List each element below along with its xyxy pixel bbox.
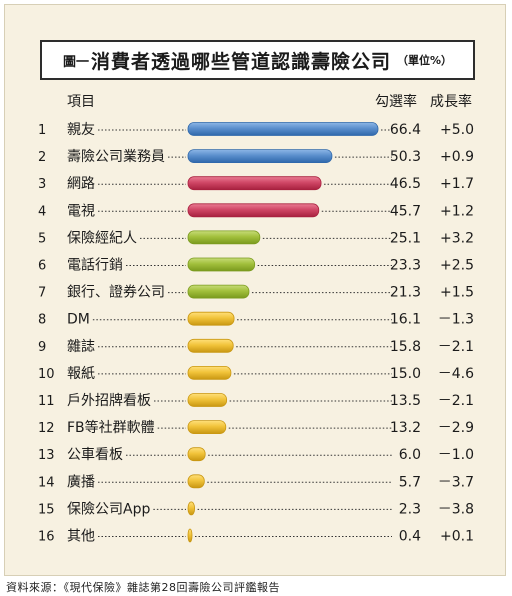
growth-label: －1.0 xyxy=(438,447,474,463)
value-label: 15.8 xyxy=(390,339,421,355)
source-note: 資料來源：《現代保險》雜誌第28回壽險公司評鑑報告 xyxy=(6,581,280,594)
rank-label: 11 xyxy=(38,394,55,409)
bar xyxy=(187,176,322,191)
category-label: 網路 xyxy=(67,176,95,192)
growth-label: －4.6 xyxy=(438,366,474,382)
category-label: FB等社群軟體 xyxy=(67,419,155,436)
category-label: 電視 xyxy=(67,203,95,219)
value-label: 0.4 xyxy=(399,529,421,545)
category-label: 公車看板 xyxy=(67,446,123,463)
growth-label: －2.1 xyxy=(438,339,474,355)
chart-title: 消費者透過哪些管道認識壽險公司 xyxy=(90,50,391,73)
bar xyxy=(187,284,250,299)
bar xyxy=(187,230,261,245)
category-label: 其他 xyxy=(67,529,95,545)
bar xyxy=(187,528,193,543)
bar xyxy=(187,420,227,435)
header-item: 項目 xyxy=(67,94,95,110)
rank-label: 1 xyxy=(38,123,46,138)
rank-label: 3 xyxy=(38,177,46,192)
chart-panel: 圖一 消費者透過哪些管道認識壽險公司 （單位%） xyxy=(4,4,506,576)
growth-label: +2.5 xyxy=(440,258,474,274)
category-label: 報紙 xyxy=(67,366,95,382)
growth-label: +3.2 xyxy=(440,230,474,246)
growth-label: +5.0 xyxy=(440,122,474,138)
bar xyxy=(187,311,235,326)
category-label: 保險經紀人 xyxy=(67,230,137,246)
bar xyxy=(187,365,232,380)
growth-label: +1.2 xyxy=(440,203,474,219)
category-label: 電話行銷 xyxy=(67,257,123,274)
value-label: 5.7 xyxy=(399,474,421,490)
value-label: 16.1 xyxy=(390,312,421,328)
rank-label: 5 xyxy=(38,231,46,246)
category-label: 親友 xyxy=(67,122,95,138)
chart-title-box: 圖一 消費者透過哪些管道認識壽險公司 （單位%） xyxy=(40,40,475,80)
value-label: 6.0 xyxy=(399,447,421,463)
rank-label: 12 xyxy=(38,421,55,436)
value-label: 66.4 xyxy=(390,122,421,138)
growth-label: －3.7 xyxy=(438,474,474,490)
rank-label: 13 xyxy=(38,448,55,463)
growth-label: +1.5 xyxy=(440,285,474,301)
category-label: 銀行、證券公司 xyxy=(67,284,165,301)
category-label: 保險公司App xyxy=(67,501,150,517)
rank-label: 16 xyxy=(38,530,55,545)
value-label: 13.5 xyxy=(390,393,421,409)
value-label: 25.1 xyxy=(390,230,421,246)
growth-label: +0.9 xyxy=(440,149,474,165)
header-growth: 成長率 xyxy=(430,94,472,110)
value-label: 45.7 xyxy=(390,203,421,219)
bar xyxy=(187,203,320,218)
rank-label: 8 xyxy=(38,313,46,328)
value-label: 23.3 xyxy=(390,258,421,274)
bar xyxy=(187,393,228,407)
value-label: 13.2 xyxy=(390,420,421,436)
bar xyxy=(187,501,195,516)
value-label: 21.3 xyxy=(390,285,421,301)
value-label: 50.3 xyxy=(390,149,421,165)
rank-label: 4 xyxy=(38,204,46,219)
category-label: 壽險公司業務員 xyxy=(67,149,165,165)
bar xyxy=(187,122,379,136)
rank-label: 9 xyxy=(38,340,46,355)
unit-label: （單位%） xyxy=(397,54,453,67)
category-label: 雜誌 xyxy=(67,339,95,355)
bar xyxy=(187,149,333,164)
value-label: 2.3 xyxy=(399,501,421,517)
bar xyxy=(187,338,234,353)
growth-label: +1.7 xyxy=(440,176,474,192)
value-label: 15.0 xyxy=(390,366,421,382)
category-label: 戶外招牌看板 xyxy=(67,392,151,409)
growth-label: －3.8 xyxy=(438,501,474,517)
growth-label: +0.1 xyxy=(440,529,474,545)
figure-number: 圖一 xyxy=(62,54,89,70)
growth-label: －2.1 xyxy=(438,393,474,409)
rank-label: 2 xyxy=(38,150,46,165)
growth-label: －1.3 xyxy=(438,312,474,328)
rank-label: 14 xyxy=(38,475,55,490)
bar xyxy=(187,447,206,462)
category-label: DM xyxy=(67,312,90,328)
bar xyxy=(187,257,256,272)
rank-label: 10 xyxy=(38,367,55,382)
rank-label: 6 xyxy=(38,259,46,274)
value-label: 46.5 xyxy=(390,176,421,192)
growth-label: －2.9 xyxy=(438,420,474,436)
header-rate: 勾選率 xyxy=(375,94,417,110)
category-label: 廣播 xyxy=(67,473,95,490)
rank-label: 15 xyxy=(38,502,55,517)
rank-label: 7 xyxy=(38,286,46,301)
bar xyxy=(187,474,205,489)
